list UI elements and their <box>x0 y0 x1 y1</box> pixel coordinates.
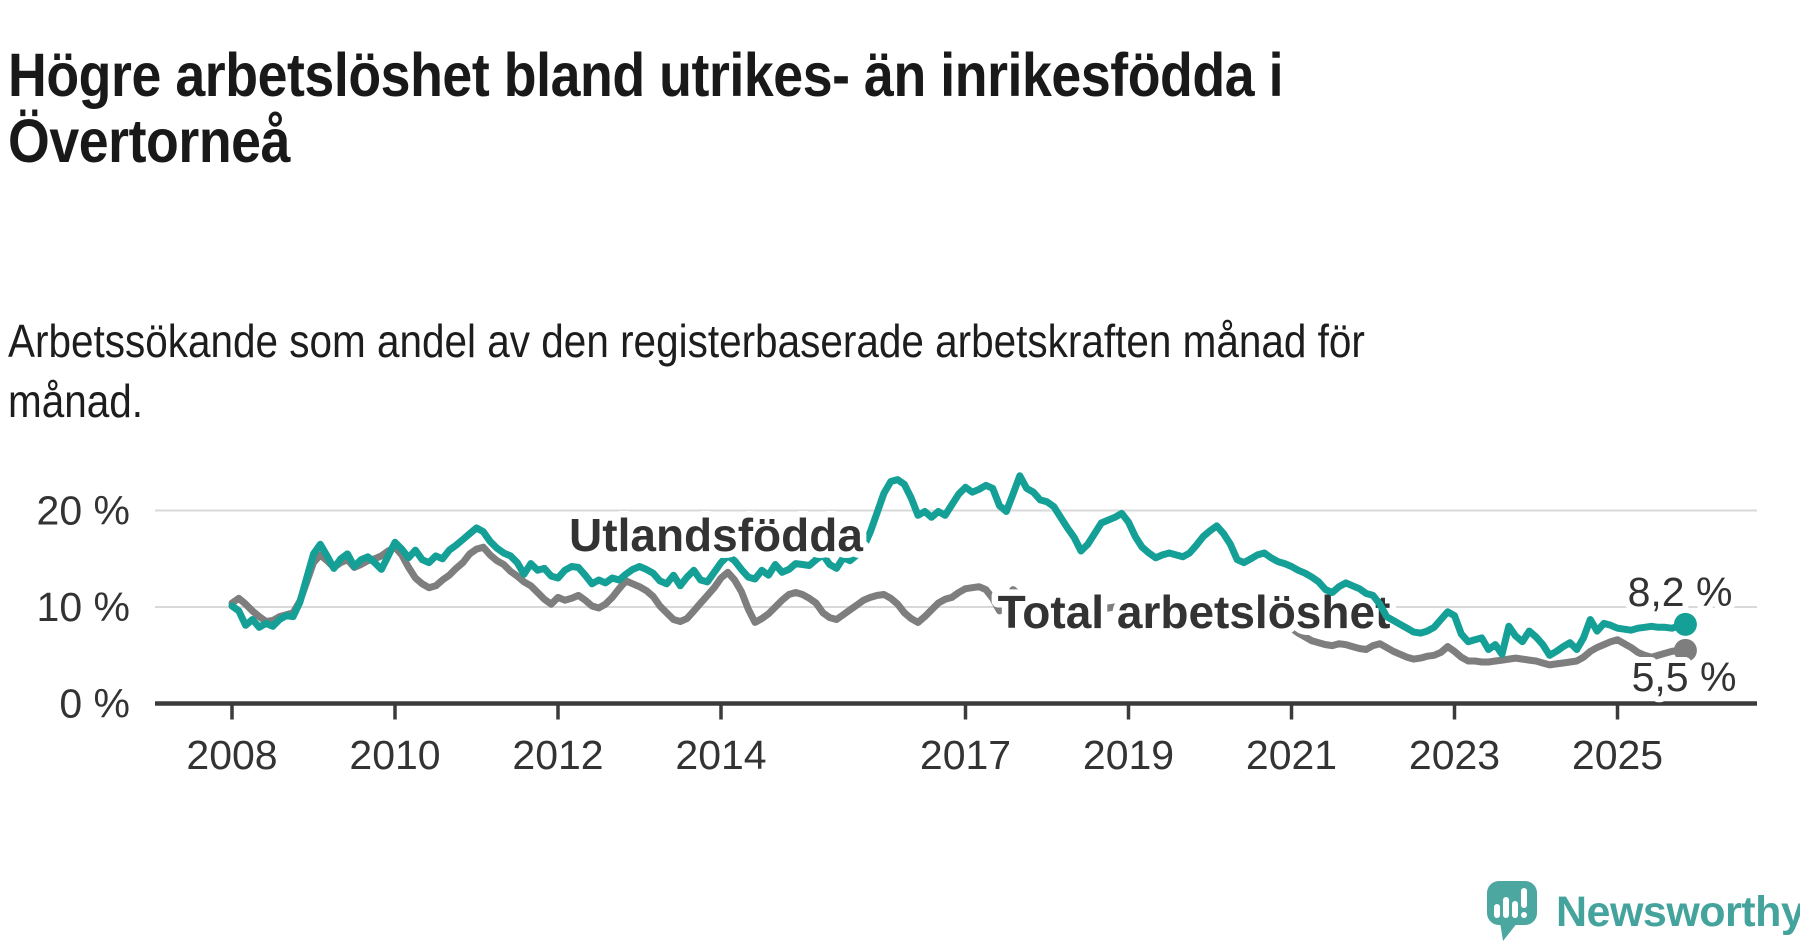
y-axis-tick-label: 20 % <box>37 488 130 534</box>
series-line-utlandsfodda <box>228 472 1689 659</box>
y-axis-labels: 0 % 10 % 20 % <box>37 488 130 727</box>
y-axis-tick-label: 0 % <box>59 681 130 727</box>
x-axis-tick-label: 2008 <box>186 732 277 778</box>
x-axis-tick-label: 2017 <box>920 732 1011 778</box>
series-endpoint-dots <box>1673 612 1697 662</box>
series-endpoint-dot <box>1673 638 1697 662</box>
series-utlandsfodda <box>228 472 1689 659</box>
end-value-label-total: 5,5 % <box>1632 654 1737 700</box>
x-axis-tick-label: 2010 <box>349 732 440 778</box>
x-axis-tick-label: 2012 <box>512 732 603 778</box>
x-axis-tick-label: 2014 <box>675 732 766 778</box>
series-line-total-arbetsloshet <box>228 543 1689 669</box>
y-axis-tick-label: 10 % <box>37 584 130 630</box>
x-axis-tick-label: 2019 <box>1083 732 1174 778</box>
series-endpoint-dot <box>1673 612 1697 636</box>
gridlines <box>155 509 1757 608</box>
series-label-utlandsfodda: Utlandsfödda <box>569 509 863 561</box>
newsworthy-logo: Newsworthy <box>1486 880 1800 944</box>
page-title: Högre arbetslöshet bland utrikes- än inr… <box>8 40 1284 175</box>
end-value-label-utlandsfodda: 8,2 % <box>1628 569 1733 615</box>
x-axis: 2008 2010 2012 2014 2017 2019 2021 2023 2025 <box>155 701 1757 778</box>
newsworthy-speech-bubble-icon <box>1487 881 1537 941</box>
series-total-arbetsloshet <box>228 543 1689 669</box>
x-axis-tick-label: 2023 <box>1409 732 1500 778</box>
newsworthy-logo-text: Newsworthy <box>1556 887 1800 936</box>
x-axis-tick-label: 2025 <box>1572 732 1663 778</box>
x-axis-tick-label: 2021 <box>1246 732 1337 778</box>
chart-subtitle: Arbetssökande som andel av den registerb… <box>8 315 1365 427</box>
